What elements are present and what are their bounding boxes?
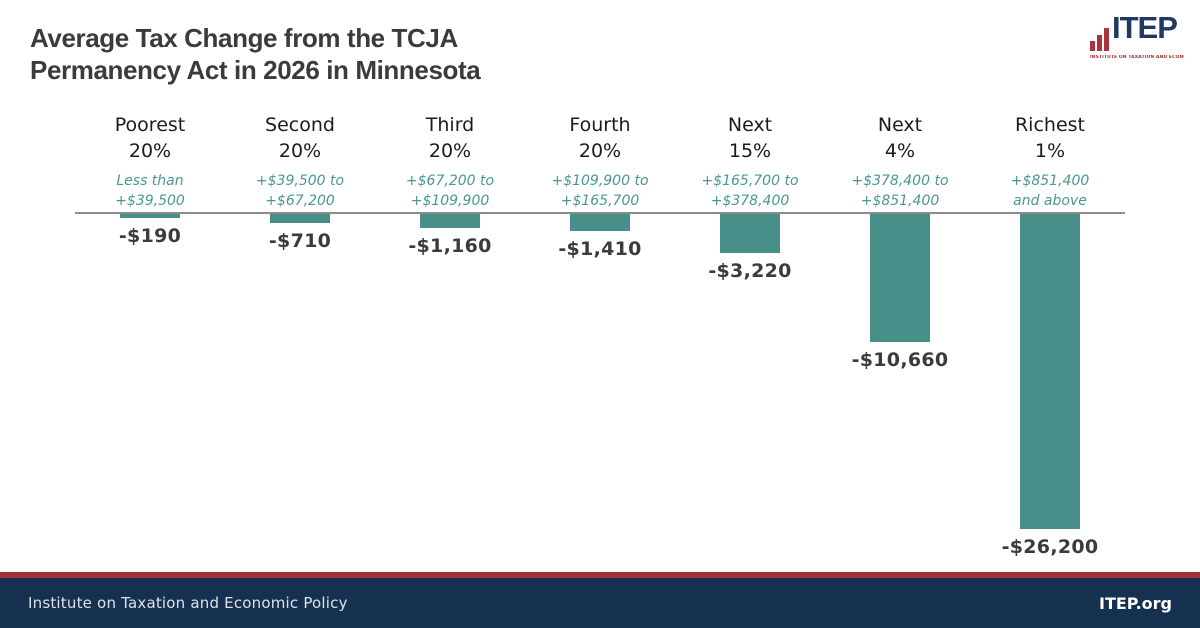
column-category-label: Poorest 20% (114, 114, 186, 162)
bar-value-label: -$10,660 (851, 349, 949, 371)
chart-column: Second 20% +$39,500 to +$67,200 -$710 (225, 112, 375, 572)
logo-wordmark: ITEP (1112, 10, 1178, 45)
bar-value-label: -$190 (118, 225, 182, 247)
itep-logo: ITEP INSTITUTE ON TAXATION AND ECONOMIC … (1090, 10, 1184, 60)
bar (870, 214, 930, 342)
footer-site-link[interactable]: ITEP.org (1099, 593, 1172, 613)
column-category-label: Fourth 20% (569, 114, 631, 162)
bar-chart: Poorest 20% Less than +$39,500 -$190 Sec… (75, 112, 1125, 572)
column-category-label: Next 4% (877, 114, 923, 162)
bar (270, 214, 330, 223)
column-income-range: +$378,400 to +$851,400 (851, 173, 949, 209)
bar (120, 214, 180, 218)
chart-title-line1: Average Tax Change from the TCJA (30, 23, 458, 53)
logo-tagline: INSTITUTE ON TAXATION AND ECONOMIC POLIC… (1090, 55, 1184, 60)
bar (720, 214, 780, 253)
column-category-label: Richest 1% (1014, 114, 1085, 162)
chart-title: Average Tax Change from the TCJA Permane… (30, 22, 670, 86)
chart-column: Fourth 20% +$109,900 to +$165,700 -$1,41… (525, 112, 675, 572)
bar (1020, 214, 1080, 529)
footer-bar: Institute on Taxation and Economic Polic… (0, 578, 1200, 628)
bar-value-label: -$26,200 (1001, 536, 1099, 558)
chart-title-line2: Permanency Act in 2026 in Minnesota (30, 55, 481, 85)
chart-column: Third 20% +$67,200 to +$109,900 -$1,160 (375, 112, 525, 572)
bar-value-label: -$3,220 (708, 260, 792, 282)
column-category-label: Second 20% (265, 114, 335, 162)
chart-column: Richest 1% +$851,400 and above -$26,200 (975, 112, 1125, 572)
bar-value-label: -$1,410 (558, 238, 642, 260)
chart-column: Poorest 20% Less than +$39,500 -$190 (75, 112, 225, 572)
column-income-range: +$851,400 and above (1010, 173, 1090, 209)
footer-accent-line (0, 572, 1200, 578)
bar (420, 214, 480, 228)
column-category-label: Third 20% (425, 114, 475, 162)
zero-axis-line (75, 212, 1125, 214)
bar-value-label: -$710 (268, 230, 332, 252)
chart-column: Next 4% +$378,400 to +$851,400 -$10,660 (825, 112, 975, 572)
bar-chart-icon (1090, 28, 1109, 51)
chart-column: Next 15% +$165,700 to +$378,400 -$3,220 (675, 112, 825, 572)
column-income-range: +$165,700 to +$378,400 (701, 173, 799, 209)
bar-value-label: -$1,160 (408, 235, 492, 257)
column-income-range: +$109,900 to +$165,700 (551, 173, 649, 209)
bar (570, 214, 630, 231)
column-category-label: Next 15% (727, 114, 773, 162)
column-income-range: +$67,200 to +$109,900 (405, 173, 495, 209)
column-income-range: Less than +$39,500 (115, 173, 185, 209)
column-income-range: +$39,500 to +$67,200 (255, 173, 345, 209)
footer-org-name: Institute on Taxation and Economic Polic… (28, 594, 348, 612)
